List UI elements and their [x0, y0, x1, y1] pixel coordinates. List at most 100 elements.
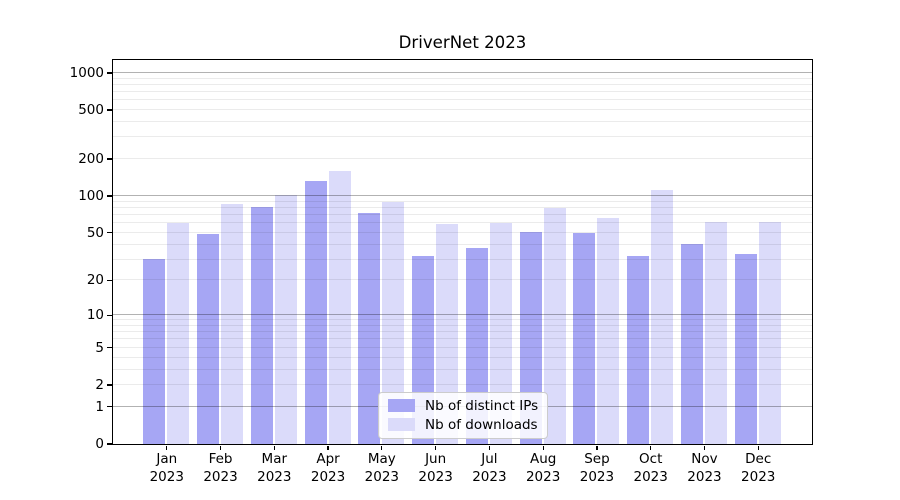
legend-item-distinct-ips: Nb of distinct IPs	[388, 398, 538, 414]
bar-downloads-oct	[651, 189, 674, 444]
bar-downloads-mar	[274, 194, 297, 444]
y-tick-1000	[107, 72, 112, 74]
y-tick-label-200: 200	[78, 151, 104, 168]
gridline-minor-700	[112, 91, 812, 92]
bar-distinct-ips-may	[358, 213, 381, 444]
bar-downloads-may	[382, 201, 405, 444]
x-tick-label-may: May 2023	[364, 451, 400, 485]
y-tick-label-20: 20	[86, 272, 104, 289]
y-tick-2	[107, 384, 112, 386]
y-tick-label-500: 500	[78, 102, 104, 119]
bar-downloads-dec	[758, 221, 781, 444]
gridline-minor-80	[112, 206, 812, 208]
x-tick-jul	[488, 445, 491, 450]
y-tick-label-5: 5	[95, 339, 104, 356]
x-tick-label-nov: Nov 2023	[687, 451, 722, 485]
x-tick-label-aug: Aug 2023	[525, 451, 561, 485]
gridline-minor-90	[112, 200, 812, 202]
gridline-minor-2	[112, 383, 812, 385]
x-tick-oct	[650, 445, 652, 450]
gridline-minor-6	[112, 338, 812, 340]
y-tick-label-1: 1	[95, 398, 104, 415]
x-tick-label-apr: Apr 2023	[310, 451, 346, 485]
bar-distinct-ips-feb	[197, 234, 220, 444]
x-tick-mar	[273, 445, 275, 450]
y-tick-50	[107, 232, 112, 234]
x-tick-sep	[596, 445, 598, 450]
x-tick-aug	[542, 445, 544, 450]
x-tick-label-sep: Sep 2023	[579, 451, 615, 485]
gridline-minor-600	[112, 99, 812, 101]
legend-label-downloads: Nb of downloads	[425, 416, 538, 433]
bar-downloads-jul	[489, 222, 512, 444]
legend-label-distinct-ips: Nb of distinct IPs	[425, 397, 539, 414]
x-tick-label-oct: Oct 2023	[633, 451, 668, 485]
gridline-minor-50	[112, 231, 812, 233]
gridline-minor-400	[112, 121, 812, 122]
bar-distinct-ips-oct	[627, 255, 650, 444]
gridline-minor-9	[112, 319, 812, 321]
gridline-minor-800	[112, 83, 812, 85]
gridline-minor-30	[112, 258, 812, 260]
y-tick-500	[107, 109, 112, 111]
x-tick-label-feb: Feb 2023	[203, 451, 238, 485]
gridline-major-10	[112, 314, 812, 316]
x-tick-label-jun: Jun 2023	[418, 451, 453, 485]
x-tick-jan	[166, 445, 168, 450]
x-tick-dec	[757, 445, 759, 450]
x-tick-label-jul: Jul 2023	[472, 451, 507, 485]
bar-downloads-sep	[597, 218, 620, 444]
y-tick-label-10: 10	[86, 307, 104, 324]
gridline-minor-200	[112, 158, 812, 160]
y-tick-label-0: 0	[95, 436, 104, 452]
x-tick-feb	[219, 445, 222, 450]
y-tick-label-50: 50	[86, 224, 104, 241]
y-tick-20	[107, 279, 112, 282]
x-tick-nov	[703, 445, 706, 450]
gridline-major-100	[112, 194, 812, 197]
gridline-minor-300	[112, 136, 812, 138]
plot-area	[111, 58, 813, 445]
gridline-minor-60	[112, 222, 812, 224]
y-tick-0	[107, 443, 112, 445]
x-tick-jun	[434, 445, 437, 450]
chart-title: DriverNet 2023	[398, 33, 527, 52]
legend-swatch-distinct-ips	[388, 399, 415, 412]
x-tick-label-dec: Dec 2023	[741, 451, 776, 485]
gridline-minor-4	[112, 356, 812, 358]
gridline-minor-20	[112, 279, 812, 281]
bar-distinct-ips-mar	[250, 206, 273, 444]
gridline-minor-5	[112, 346, 812, 348]
x-tick-apr	[327, 445, 329, 450]
x-tick-label-mar: Mar 2023	[257, 451, 292, 485]
bar-downloads-apr	[328, 171, 351, 444]
bar-downloads-aug	[543, 208, 566, 444]
y-tick-1	[107, 406, 112, 408]
bar-distinct-ips-sep	[573, 233, 596, 444]
y-tick-100	[107, 195, 112, 197]
legend-swatch-downloads	[388, 418, 415, 431]
bar-distinct-ips-jan	[143, 259, 166, 444]
gridline-minor-3	[112, 368, 812, 370]
bar-distinct-ips-dec	[734, 254, 757, 444]
bar-downloads-feb	[221, 203, 244, 444]
gridline-minor-40	[112, 243, 812, 245]
gridline-major-1000	[112, 71, 812, 73]
y-tick-label-2: 2	[95, 376, 104, 393]
y-tick-10	[107, 314, 112, 316]
legend-item-downloads: Nb of downloads	[388, 417, 538, 433]
bar-distinct-ips-nov	[680, 244, 703, 444]
y-tick-label-1000: 1000	[69, 64, 104, 81]
y-tick-label-100: 100	[78, 188, 104, 205]
bar-distinct-ips-apr	[304, 181, 327, 444]
y-tick-5	[107, 347, 112, 349]
x-tick-may	[381, 445, 383, 450]
x-tick-label-jan: Jan 2023	[149, 451, 184, 485]
legend: Nb of distinct IPs Nb of downloads	[378, 391, 549, 439]
gridline-minor-500	[112, 109, 812, 111]
y-tick-200	[107, 158, 112, 160]
gridline-minor-7	[112, 331, 812, 333]
bar-distinct-ips-aug	[519, 232, 542, 444]
bar-downloads-jan	[167, 222, 190, 444]
